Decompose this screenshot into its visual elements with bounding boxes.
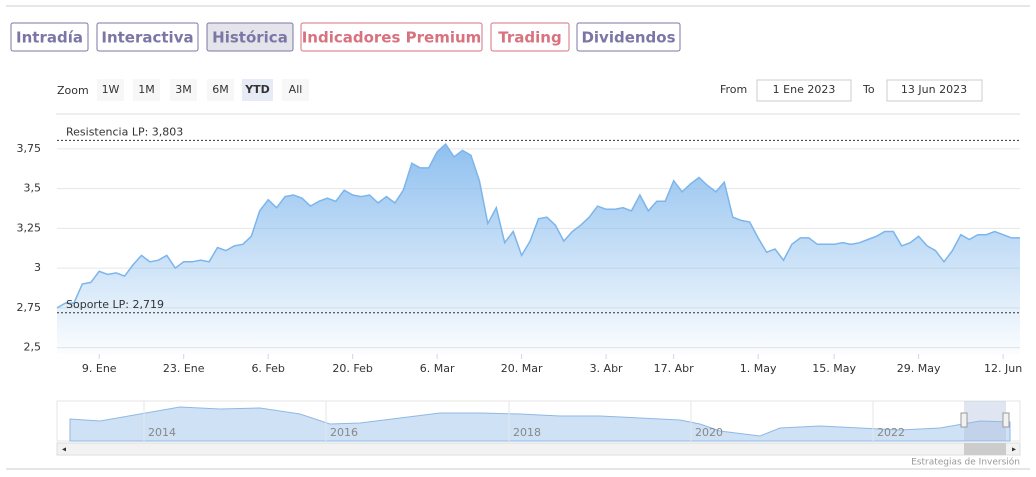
tab-label: Interactiva xyxy=(101,29,193,47)
scroll-arrow[interactable]: ▸ xyxy=(1012,445,1016,454)
x-tick-label: 6. Mar xyxy=(420,362,455,375)
zoom-label: Zoom xyxy=(57,84,89,97)
from-label: From xyxy=(720,83,747,96)
zoom-button[interactable] xyxy=(170,79,197,101)
navigator-label: 2020 xyxy=(695,426,723,439)
zoom-button-label: 6M xyxy=(212,83,229,96)
tab[interactable] xyxy=(10,22,89,52)
tab[interactable] xyxy=(96,22,199,52)
x-tick-label: 6. Feb xyxy=(251,362,284,375)
scrollbar-thumb[interactable] xyxy=(964,443,1006,455)
from-input[interactable] xyxy=(756,79,852,102)
to-label: To xyxy=(862,83,875,96)
credits: Estrategias de Inversión xyxy=(911,457,1020,468)
x-tick-label: 29. May xyxy=(897,362,941,375)
zoom-button[interactable] xyxy=(97,79,124,101)
plot-line-label: Resistencia LP: 3,803 xyxy=(66,125,183,138)
navigator-label: 2016 xyxy=(330,426,358,439)
tab[interactable] xyxy=(206,22,294,52)
navigator-label: 2022 xyxy=(877,426,905,439)
y-tick-label: 2,75 xyxy=(17,301,42,314)
line xyxy=(56,142,1020,309)
x-tick-label: 23. Ene xyxy=(163,362,205,375)
navigator-selection[interactable] xyxy=(964,401,1006,441)
from-value: 1 Ene 2023 xyxy=(773,83,836,96)
tab[interactable] xyxy=(576,22,681,52)
zoom-button[interactable] xyxy=(282,79,309,101)
tab[interactable] xyxy=(490,22,570,52)
y-tick-label: 3,5 xyxy=(24,182,42,195)
tab-label: Indicadores Premium xyxy=(302,29,482,47)
y-tick-label: 2,5 xyxy=(24,341,42,354)
tab-label: Trading xyxy=(498,29,561,47)
tab-label: Intradía xyxy=(16,29,83,47)
to-input[interactable] xyxy=(886,79,983,102)
navigator-handle[interactable] xyxy=(960,412,968,428)
scroll-arrow[interactable]: ◂ xyxy=(62,445,66,454)
zoom-button-label: 1W xyxy=(102,83,120,96)
x-tick-label: 20. Mar xyxy=(501,362,543,375)
zoom-button-label: 3M xyxy=(175,83,192,96)
navigator-series xyxy=(69,406,1011,442)
zoom-button[interactable] xyxy=(133,79,160,101)
tab-label: Dividendos xyxy=(581,29,675,47)
tab[interactable] xyxy=(300,22,483,52)
area xyxy=(57,144,1020,354)
y-tick-label: 3,25 xyxy=(17,221,42,234)
x-tick-label: 15. May xyxy=(812,362,856,375)
plot-line-label: Soporte LP: 2,719 xyxy=(66,298,164,311)
zoom-button[interactable] xyxy=(207,79,234,101)
tab-label: Histórica xyxy=(212,29,288,47)
zoom-button-label: 1M xyxy=(138,83,155,96)
x-tick-label: 12. Jun xyxy=(984,362,1022,375)
to-value: 13 Jun 2023 xyxy=(901,83,967,96)
y-tick-label: 3 xyxy=(34,261,41,274)
x-tick-label: 9. Ene xyxy=(82,362,117,375)
zoom-button-label: YTD xyxy=(244,83,270,96)
zoom-button[interactable] xyxy=(242,79,273,101)
y-tick-label: 3,75 xyxy=(17,142,42,155)
x-tick-label: 17. Abr xyxy=(654,362,694,375)
navigator-handle[interactable] xyxy=(1002,412,1010,428)
navigator-label: 2014 xyxy=(148,426,176,439)
scrollbar[interactable] xyxy=(56,442,1021,456)
x-tick-label: 3. Abr xyxy=(590,362,623,375)
zoom-button-label: All xyxy=(289,83,303,96)
navigator-label: 2018 xyxy=(513,426,541,439)
x-tick-label: 1. May xyxy=(740,362,777,375)
x-tick-label: 20. Feb xyxy=(332,362,372,375)
